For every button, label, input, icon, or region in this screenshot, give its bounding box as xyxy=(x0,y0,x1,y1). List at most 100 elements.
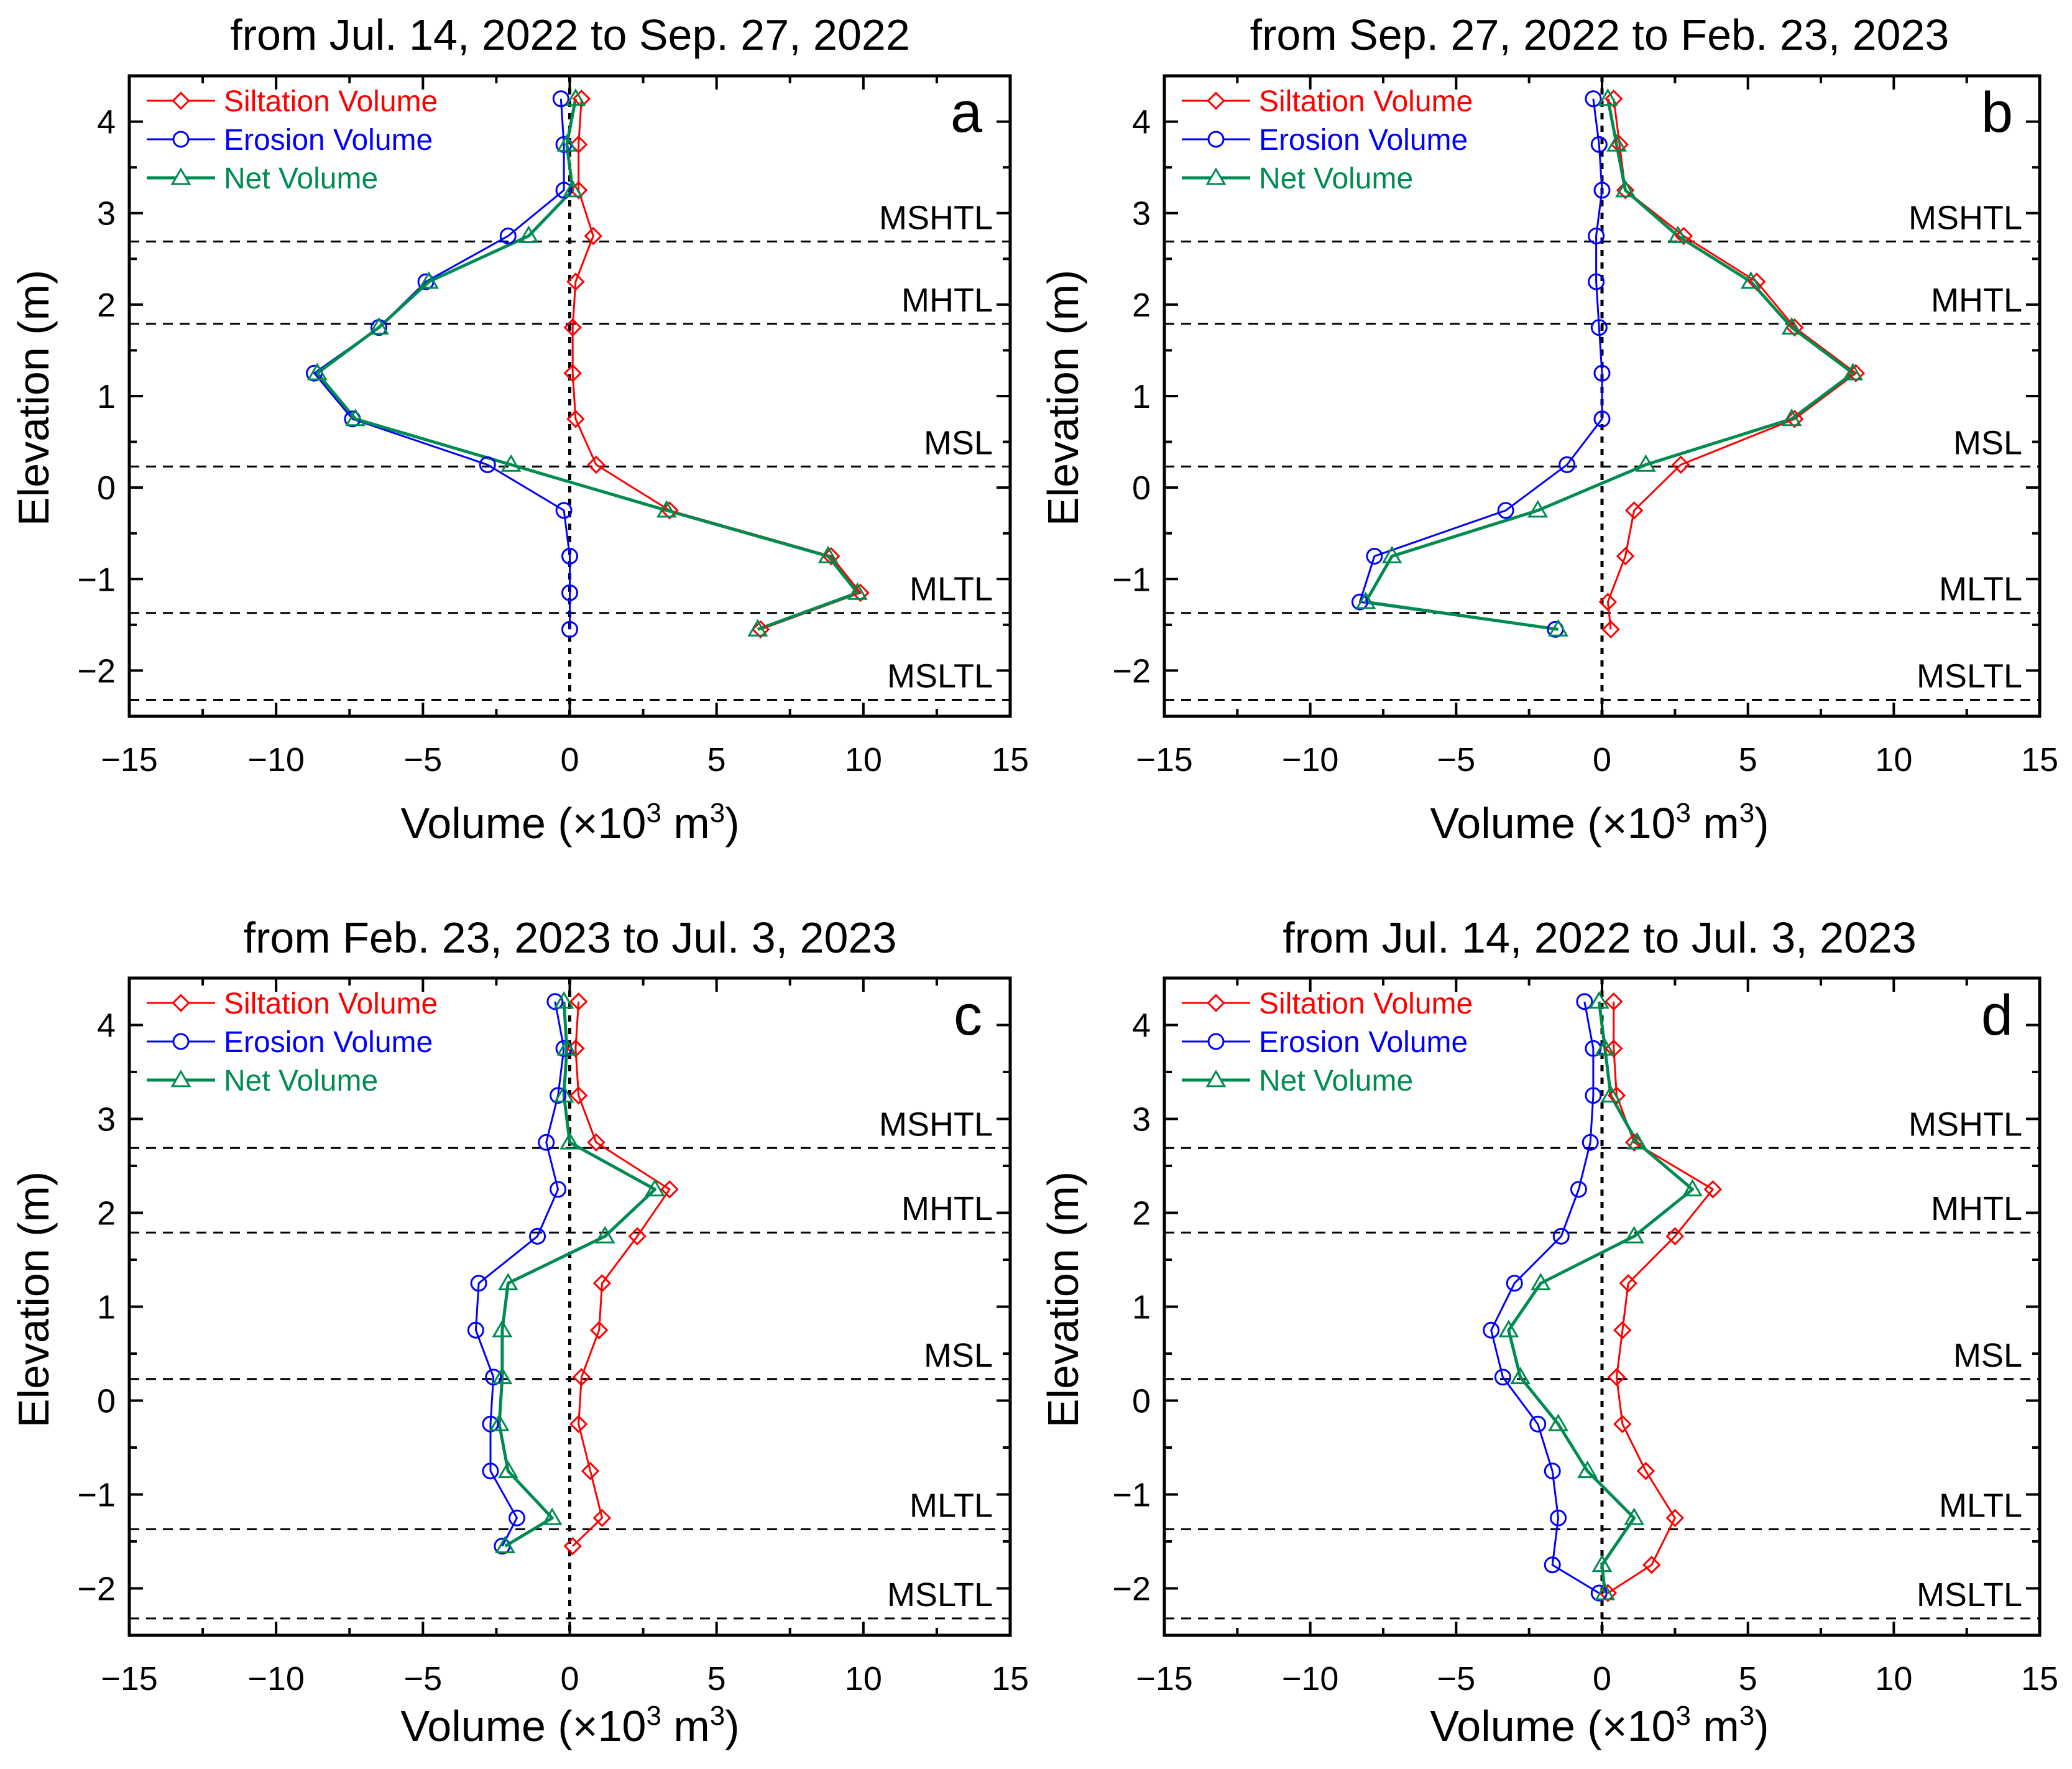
data-point-erosion xyxy=(1590,136,1608,153)
data-point-net xyxy=(489,1413,510,1431)
data-point-erosion xyxy=(529,1227,546,1245)
x-label-unit: m xyxy=(1691,1702,1739,1750)
x-tick-label: 15 xyxy=(992,1660,1029,1697)
data-point-siltation xyxy=(569,1086,588,1105)
data-point-erosion xyxy=(1559,456,1576,473)
x-tick-label: −10 xyxy=(1282,1660,1339,1697)
x-label-main: Volume (×10 xyxy=(400,799,646,848)
data-point-net xyxy=(369,316,389,335)
series-line-net xyxy=(497,1001,656,1548)
reference-line-label: MSHTL xyxy=(1909,199,2022,236)
data-point-erosion xyxy=(482,1462,499,1480)
y-tick-label: 0 xyxy=(97,469,116,507)
data-point-siltation xyxy=(1616,181,1635,200)
x-tick-label: −5 xyxy=(404,1660,443,1697)
y-tick-label: −1 xyxy=(77,561,116,598)
y-axis-label: Elevation (m) xyxy=(1039,1171,1087,1428)
data-point-erosion xyxy=(1590,1584,1608,1602)
y-tick-label: 4 xyxy=(1132,1007,1151,1045)
data-point-erosion xyxy=(1366,548,1383,565)
x-axis-label: Volume (×103 m3) xyxy=(1430,798,1769,848)
x-axis-label: Volume (×103 m3) xyxy=(400,798,739,848)
data-point-erosion xyxy=(1585,90,1602,108)
data-point-siltation xyxy=(569,135,588,154)
data-point-net xyxy=(495,1535,515,1553)
data-point-erosion xyxy=(561,584,579,601)
x-tick-label: 10 xyxy=(1875,1660,1912,1697)
data-point-siltation xyxy=(1671,455,1690,474)
x-label-close: ) xyxy=(725,799,739,848)
data-point-erosion xyxy=(1593,182,1611,199)
y-axis-label-text: Elevation (m) xyxy=(9,1171,58,1428)
legend-label-erosion: Erosion Volume xyxy=(1259,1026,1468,1059)
legend-label-siltation: Siltation Volume xyxy=(224,987,438,1020)
legend-entry-siltation: Siltation Volume xyxy=(147,987,438,1020)
reference-line-label: MHTL xyxy=(901,282,993,319)
data-point-net xyxy=(1595,1038,1616,1056)
data-point-net xyxy=(1667,225,1688,243)
x-tick-label: −15 xyxy=(1136,741,1193,778)
data-point-siltation xyxy=(1624,1133,1644,1152)
panel-letter: b xyxy=(1981,81,2013,144)
data-point-erosion xyxy=(561,548,579,565)
data-point-net xyxy=(1527,500,1549,518)
y-axis-label: Elevation (m) xyxy=(9,270,58,526)
x-tick-label: −5 xyxy=(1437,741,1476,778)
legend-label-net: Net Volume xyxy=(1259,162,1413,195)
reference-lines: MSHTL MHTL MSL MLTL MSLTL xyxy=(129,978,1010,1635)
x-label-unit-exp: 3 xyxy=(710,798,725,828)
panel-d: from Jul. 14, 2022 to Jul. 3, 2023 d Ele… xyxy=(1039,913,2058,1750)
data-point-erosion xyxy=(538,1134,555,1151)
data-point-siltation xyxy=(751,620,770,639)
data-point-net xyxy=(1588,991,1609,1009)
x-tick-label: −5 xyxy=(1437,1660,1476,1697)
data-point-siltation xyxy=(660,501,679,520)
data-point-net xyxy=(1624,1507,1645,1525)
x-tick-label: 0 xyxy=(560,741,579,778)
reference-line-label: MHTL xyxy=(901,1190,993,1227)
data-point-erosion xyxy=(1497,502,1514,519)
data-point-net xyxy=(562,180,583,198)
y-tick-label: −2 xyxy=(77,1571,116,1608)
legend-label-siltation: Siltation Volume xyxy=(1259,85,1473,118)
x-tick-label: 15 xyxy=(2021,741,2058,778)
data-point-erosion xyxy=(1544,1556,1561,1574)
series-line-siltation xyxy=(571,98,862,630)
data-point-siltation xyxy=(572,90,591,108)
legend-swatch-siltation-marker xyxy=(1207,91,1225,110)
x-label-exp: 3 xyxy=(1675,798,1690,828)
legend-entry-net: Net Volume xyxy=(147,1065,378,1097)
data-point-siltation xyxy=(563,1536,582,1556)
legend-label-erosion: Erosion Volume xyxy=(224,124,433,157)
data-point-siltation xyxy=(628,1227,647,1245)
y-axis-label: Elevation (m) xyxy=(1039,270,1087,526)
x-label-close: ) xyxy=(1754,799,1769,848)
data-point-net xyxy=(645,1178,665,1197)
x-tick-label: 5 xyxy=(707,1660,726,1697)
legend-swatch-net-marker xyxy=(1205,167,1227,185)
reference-line-label: MLTL xyxy=(1939,1487,2022,1524)
y-tick-label: 0 xyxy=(97,1383,116,1420)
data-point-siltation xyxy=(563,364,582,382)
data-point-net xyxy=(1355,591,1376,609)
data-point-siltation xyxy=(1674,226,1693,246)
data-point-siltation xyxy=(1607,1368,1626,1387)
data-point-erosion xyxy=(550,1087,567,1104)
data-point-siltation xyxy=(569,1415,588,1433)
data-point-erosion xyxy=(1588,273,1605,290)
x-label-unit-exp: 3 xyxy=(710,1701,725,1731)
legend-entry-siltation: Siltation Volume xyxy=(1182,85,1473,118)
data-point-net xyxy=(497,1460,518,1479)
legend-label-net: Net Volume xyxy=(224,162,378,195)
x-label-exp: 3 xyxy=(646,798,661,828)
data-point-erosion xyxy=(1483,1321,1500,1339)
data-point-erosion xyxy=(1494,1369,1511,1386)
legend-entry-erosion: Erosion Volume xyxy=(147,124,433,157)
data-point-erosion xyxy=(1576,993,1593,1010)
x-axis-label: Volume (×103 m3) xyxy=(1430,1701,1769,1750)
data-point-siltation xyxy=(590,1321,609,1339)
data-point-siltation xyxy=(1613,1415,1632,1433)
data-point-net xyxy=(1843,363,1864,381)
reference-line-label: MSLTL xyxy=(1917,1576,2022,1614)
legend-swatch-siltation-marker xyxy=(172,994,190,1012)
